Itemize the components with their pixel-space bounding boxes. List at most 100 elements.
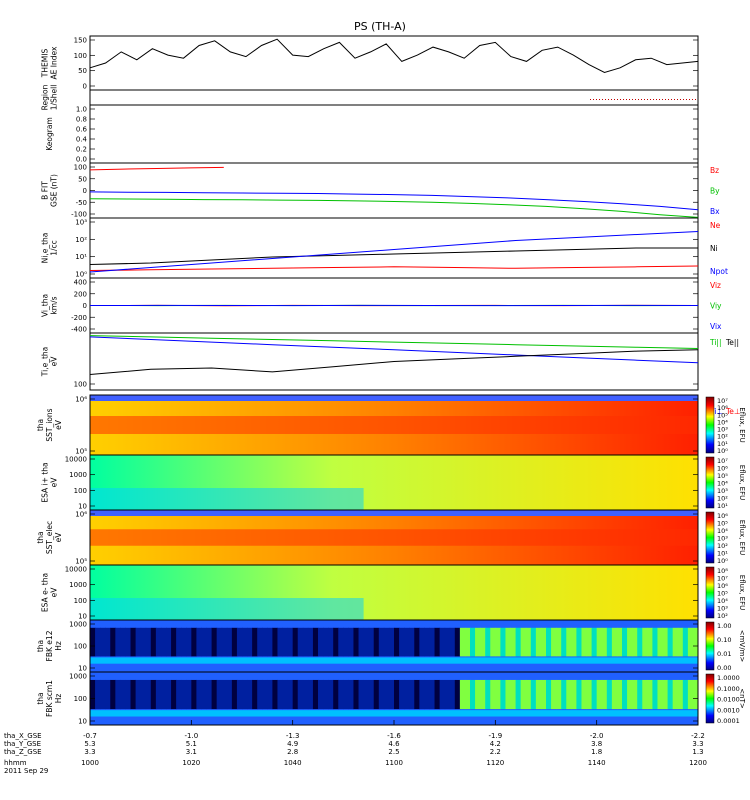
colorbar-tick-label: 10² [717, 495, 728, 503]
colorbar-fbk_efi [705, 621, 715, 671]
panel-frame [89, 162, 699, 219]
spectrogram-cell [211, 627, 218, 657]
spectrogram-cell [272, 679, 278, 710]
series-line-Ne [89, 265, 699, 271]
spectrogram-cell [383, 679, 390, 710]
spectrogram-cell [601, 627, 608, 657]
series-line-Npot [89, 231, 699, 273]
spectrogram-cell [160, 679, 167, 710]
spectrogram-cell [252, 627, 258, 657]
spectrogram-cell [247, 679, 253, 710]
panel-ylabel: SST_elec [45, 521, 54, 554]
xtick-time-label: 1200 [689, 759, 707, 767]
colorbar-tick-label: 10² [717, 433, 728, 441]
spectrogram-cell [373, 627, 380, 657]
spectrogram-cell [515, 679, 522, 710]
spectrogram-cell [318, 679, 324, 710]
spectrogram-cell [667, 627, 674, 657]
panel-ylabel: eV [54, 532, 63, 543]
ytick-label: 1000 [69, 581, 87, 589]
legend-entry: Viz [710, 281, 721, 290]
ytick-label: 200 [74, 290, 87, 298]
spectrogram-cell [485, 679, 491, 710]
xtick-pos-label: -1.6 [387, 732, 401, 740]
spectrogram-band [90, 598, 364, 620]
spectrogram-cell [171, 679, 177, 710]
colorbar-tick-label: 10⁵ [717, 590, 728, 598]
spectrogram-cell [581, 627, 588, 657]
spectrogram-cell [677, 627, 684, 657]
spectrogram-cell [323, 627, 329, 657]
colorbar-label: Eflux, EFU [738, 465, 746, 500]
spectrogram-cell [662, 679, 669, 710]
colorbar-tick-label: 10⁰ [717, 557, 728, 565]
colorbar-tick-label: 10³ [717, 426, 728, 434]
spectrogram-cell [606, 627, 613, 657]
spectrogram-cell [530, 679, 537, 710]
spectrogram-cell [186, 627, 192, 657]
spectrogram-cell [95, 627, 101, 657]
spectrogram-cell [551, 627, 557, 657]
spectrogram-cell [439, 627, 446, 657]
spectrogram-cell [622, 679, 628, 710]
legend-entry: Te|| [725, 338, 739, 347]
spectrogram-cell [388, 627, 395, 657]
panel-ylabel: ESA e- tha [41, 573, 50, 612]
spectrogram-cell [287, 679, 294, 710]
ytick-label: 1.0 [76, 106, 87, 114]
xtick-pos-label: 4.6 [388, 740, 400, 748]
spectrogram-cell [667, 679, 674, 710]
colorbar-tick-label: 10¹ [717, 440, 728, 448]
panel-frame [89, 332, 699, 391]
ytick-label: -100 [71, 211, 87, 219]
ytick-label: 50 [78, 175, 87, 183]
spectrogram-cell [201, 679, 208, 710]
series-line-ae [89, 38, 699, 74]
spectrogram-cell [373, 679, 380, 710]
ytick-label: 0 [83, 83, 87, 91]
ytick-label: 100 [74, 643, 87, 651]
spectrogram-cell [348, 679, 354, 710]
ytick-label: 10 [78, 503, 87, 511]
spectrogram-cell [566, 679, 572, 710]
series-line-Ti|| [89, 335, 699, 349]
spectrogram-cell [434, 679, 441, 710]
spectrogram-cell [505, 679, 512, 710]
spectrogram-cell [257, 627, 263, 657]
colorbar-tick-label: 10⁶ [717, 512, 728, 520]
spectrogram-cell [221, 679, 228, 710]
spectrogram-cell [120, 679, 126, 710]
spectrogram-cell [520, 627, 527, 657]
spectrogram-cell [510, 679, 517, 710]
spectrogram-cell [530, 627, 537, 657]
spectrogram-cell [637, 679, 643, 710]
spectrogram-cell [282, 679, 289, 710]
colorbar-tick-label: 10⁵ [717, 472, 728, 480]
colorbar-tick-label: 10³ [717, 605, 728, 613]
colorbar-tick-label: 10⁶ [717, 465, 728, 473]
colorbar-tick-label: 10⁶ [717, 582, 728, 590]
spectrogram-band [90, 488, 364, 510]
spectrogram-cell [485, 627, 491, 657]
spectrogram-cell [333, 627, 339, 657]
spectrogram-cell [480, 679, 486, 710]
colorbar-tick-label: 10⁶ [717, 404, 728, 412]
spectrogram-band [90, 510, 698, 516]
panel-ylabel: tha [36, 531, 45, 543]
xtick-pos-label: 5.1 [186, 740, 197, 748]
spectrogram-cell [611, 627, 618, 657]
colorbar-tick-label: 10⁵ [717, 520, 728, 528]
spectrogram-cell [242, 679, 248, 710]
spectrogram-cell [201, 627, 208, 657]
region-marker [650, 99, 651, 100]
ytick-label: 1000 [69, 471, 87, 479]
panel-ylabel: Region [41, 84, 50, 110]
ytick-label: 10⁶ [75, 396, 87, 404]
panel-ylabel: eV [50, 477, 59, 488]
spectrogram-cell [378, 627, 385, 657]
spectrogram-cell [262, 679, 268, 710]
legend-entry: Ti⊥ [709, 407, 723, 416]
spectrogram-cell [135, 679, 142, 710]
xtick-time-label: 1100 [385, 759, 403, 767]
spectrogram-cell [272, 627, 278, 657]
